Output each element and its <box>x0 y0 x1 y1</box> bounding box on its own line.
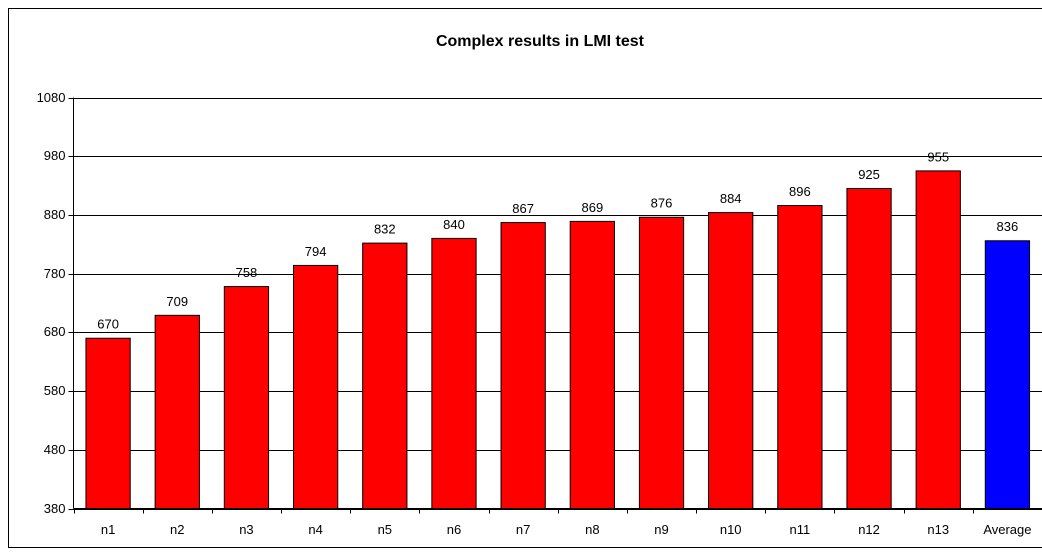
data-label: 884 <box>720 191 742 206</box>
data-label: 840 <box>443 217 465 232</box>
y-tick-label: 680 <box>44 324 66 339</box>
x-tick-label: n7 <box>516 522 530 537</box>
bar <box>85 337 131 509</box>
x-tick-label: n11 <box>790 522 811 537</box>
y-tick-label: 580 <box>44 383 66 398</box>
data-label: 925 <box>858 167 880 182</box>
x-tick-label: n1 <box>101 522 115 537</box>
y-tick-label: 780 <box>44 266 66 281</box>
data-label: 758 <box>236 265 258 280</box>
data-label: 867 <box>512 201 534 216</box>
x-tick-label: n12 <box>858 522 880 537</box>
bar <box>915 170 961 509</box>
x-tick-label: n6 <box>447 522 461 537</box>
data-label: 876 <box>651 196 673 211</box>
bar <box>984 240 1031 510</box>
x-tick-label: Average <box>983 522 1031 537</box>
x-tick-label: n2 <box>170 522 184 537</box>
data-label: 794 <box>305 244 327 259</box>
x-tick-label: n3 <box>239 522 253 537</box>
bar <box>708 212 754 510</box>
bar <box>846 188 892 509</box>
data-label: 832 <box>374 222 396 237</box>
data-label: 896 <box>789 184 811 199</box>
bar <box>777 205 823 510</box>
x-tick-label: n9 <box>654 522 668 537</box>
bar <box>292 264 339 509</box>
data-label: 869 <box>581 200 603 215</box>
y-tick-label: 980 <box>44 148 66 163</box>
data-label: 670 <box>97 317 119 332</box>
y-tick-label: 480 <box>44 442 66 457</box>
data-label: 836 <box>997 219 1019 234</box>
bar <box>431 237 477 510</box>
data-label: 955 <box>927 149 949 164</box>
bar <box>638 216 685 510</box>
bar <box>223 286 270 509</box>
y-tick-label: 880 <box>44 207 66 222</box>
y-tick-label: 380 <box>44 501 66 516</box>
x-tick-label: n13 <box>927 522 949 537</box>
bar <box>154 314 200 509</box>
bar <box>569 220 615 509</box>
y-tick-label: 1080 <box>37 90 66 105</box>
x-tick-label: n5 <box>378 522 392 537</box>
x-tick-label: n10 <box>720 522 742 537</box>
x-tick-label: n8 <box>585 522 599 537</box>
bar <box>500 222 546 509</box>
x-tick-label: n4 <box>308 522 322 537</box>
chart-title: Complex results in LMI test <box>436 33 645 50</box>
bar <box>362 242 408 510</box>
data-label: 709 <box>166 294 188 309</box>
